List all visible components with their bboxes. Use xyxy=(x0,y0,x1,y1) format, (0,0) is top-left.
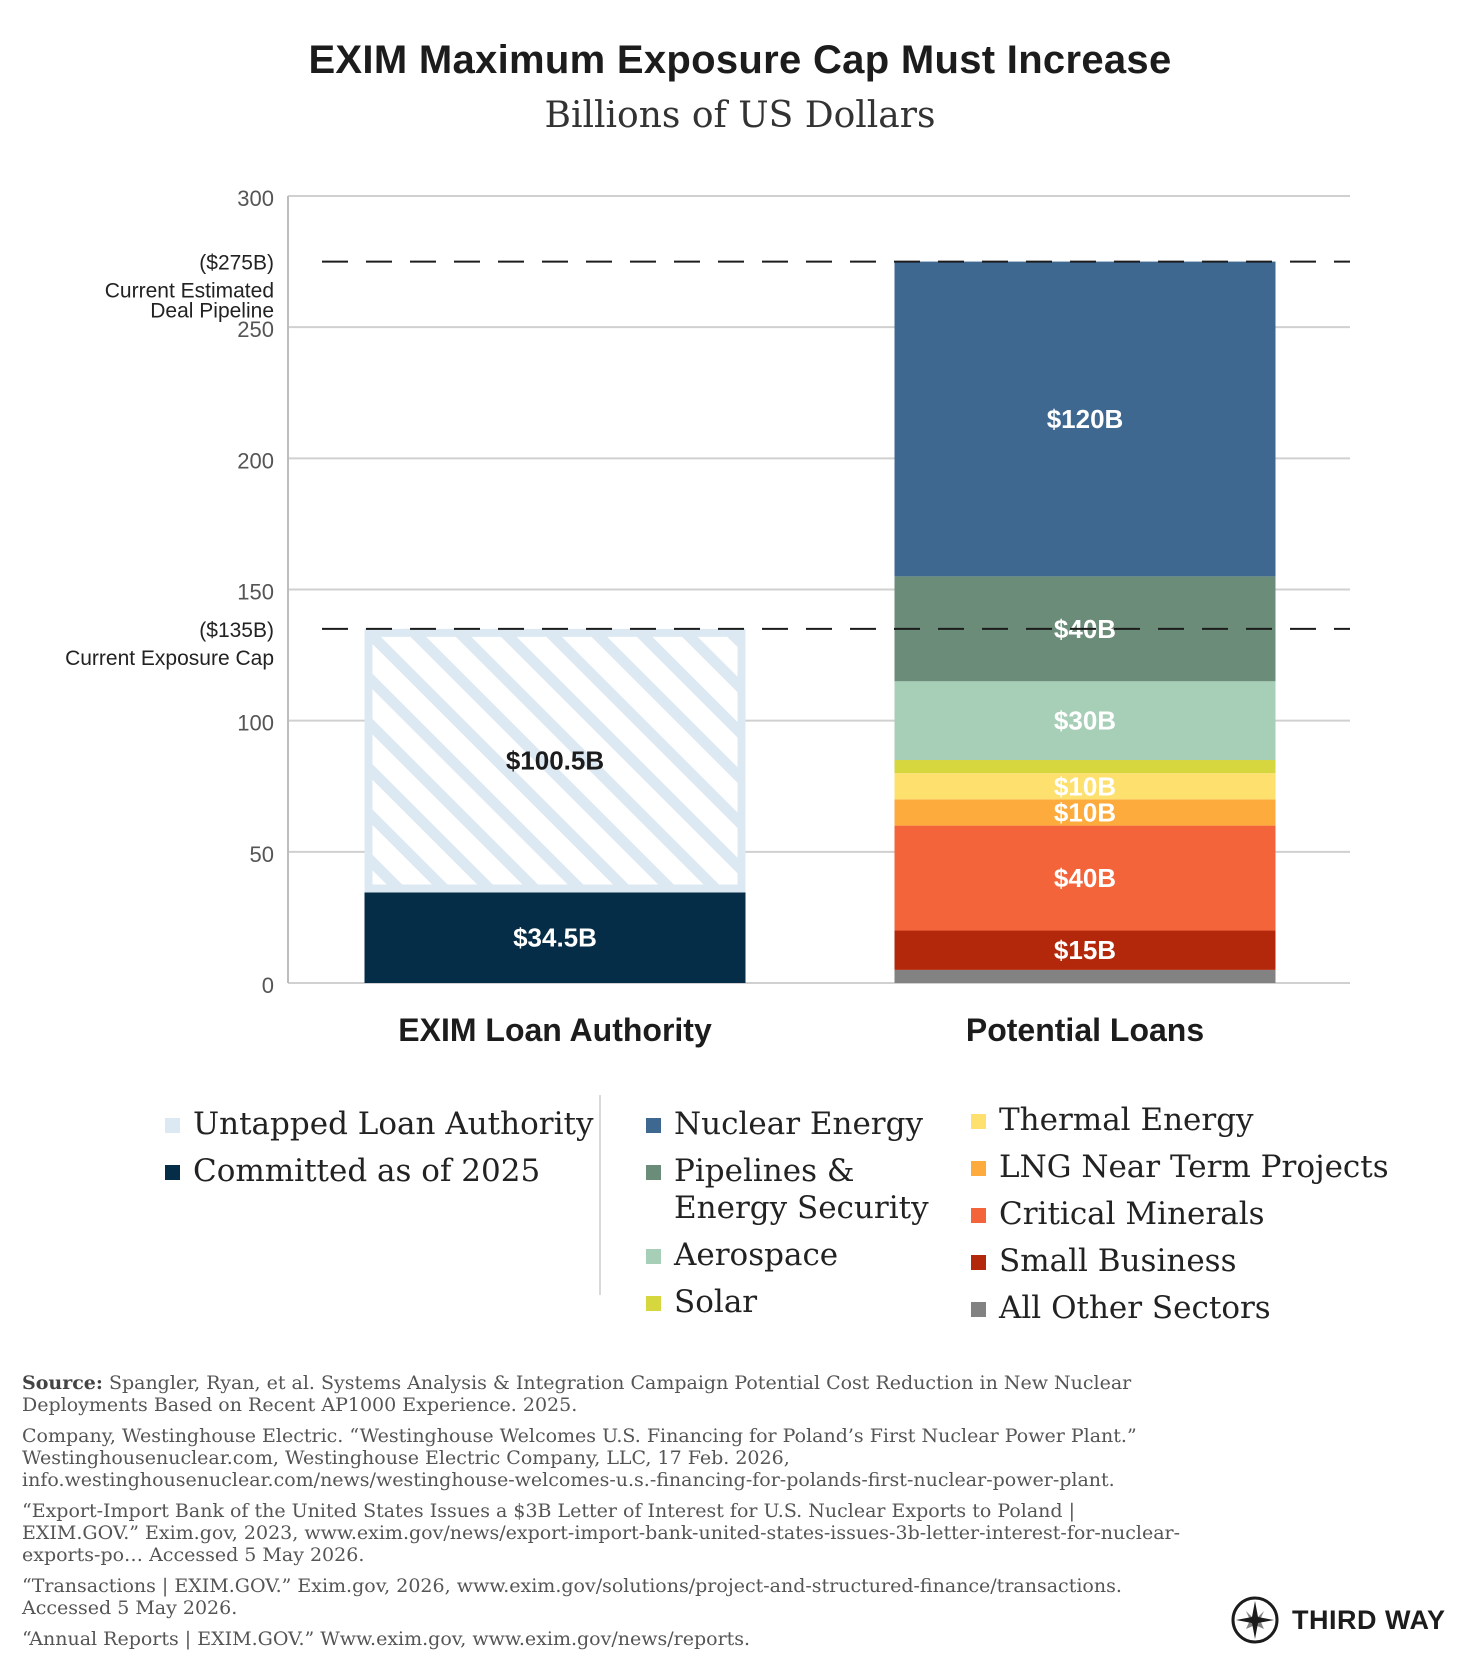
legend-swatch xyxy=(165,1118,180,1133)
legend-label: Solar xyxy=(674,1284,758,1320)
legend-swatch xyxy=(646,1118,661,1133)
y-axis: 0 50 100 150 200 250 300 xyxy=(237,186,289,998)
legend-swatch xyxy=(971,1114,986,1129)
logo-text: THIRD WAY xyxy=(1292,1604,1446,1635)
bar-segment-border xyxy=(364,628,746,893)
reference-caption: Deal Pipeline xyxy=(150,300,274,323)
source-entry-4: “Transactions | EXIM.GOV.” Exim.gov, 202… xyxy=(22,1575,1122,1619)
bar-segment xyxy=(894,261,1276,577)
reference-caption: Current Estimated xyxy=(105,280,274,303)
bar-segment xyxy=(894,681,1276,761)
legend-label: Critical Minerals xyxy=(999,1196,1265,1232)
stacked-bar-chart: 0 50 100 150 200 250 300 $34.5B $100.5B $15B $40B… xyxy=(65,186,1350,1048)
y-tick-label: 200 xyxy=(237,448,274,473)
bar-segment xyxy=(894,930,1276,970)
bar-segment xyxy=(364,892,746,983)
legend-label: Committed as of 2025 xyxy=(193,1153,541,1189)
bar-segment xyxy=(894,825,1276,931)
bar-segment xyxy=(894,773,1276,800)
compass-icon xyxy=(1231,1596,1279,1644)
bar-segment xyxy=(894,760,1276,774)
source-entry-1: Source: Spangler, Ryan, et al. Systems A… xyxy=(22,1372,1182,1416)
third-way-logo: THIRD WAY xyxy=(1230,1595,1446,1645)
x-category-label: Potential Loans xyxy=(966,1012,1204,1048)
data-label: $100.5B xyxy=(506,746,604,776)
bar-segment xyxy=(894,799,1276,826)
x-axis: EXIM Loan Authority Potential Loans xyxy=(398,1012,1204,1048)
reference-value-label: ($275B) xyxy=(199,252,274,275)
legend-label: Nuclear Energy xyxy=(674,1106,923,1142)
chart-title: EXIM Maximum Exposure Cap Must Increase xyxy=(308,38,1172,82)
x-category-label: EXIM Loan Authority xyxy=(398,1012,712,1048)
sources: Source: Spangler, Ryan, et al. Systems A… xyxy=(22,1372,1182,1659)
source-entry-5: “Annual Reports | EXIM.GOV.” Www.exim.go… xyxy=(22,1628,751,1650)
legend-label: Energy Security xyxy=(674,1190,929,1226)
legend-label: Untapped Loan Authority xyxy=(193,1106,594,1142)
data-label: $10B xyxy=(1054,797,1116,827)
legend-swatch xyxy=(971,1208,986,1223)
data-label: $30B xyxy=(1054,706,1116,736)
source-entry-2: Company, Westinghouse Electric. “Westing… xyxy=(22,1425,1137,1491)
y-tick-label: 50 xyxy=(250,842,274,867)
data-label: $120B xyxy=(1047,404,1124,434)
legend-swatch xyxy=(971,1255,986,1270)
legend-swatch xyxy=(971,1161,986,1176)
legend-label: Thermal Energy xyxy=(999,1102,1254,1138)
legend-label: Pipelines & xyxy=(674,1153,855,1189)
legend-label: Small Business xyxy=(999,1243,1237,1279)
source-entry-3: “Export-Import Bank of the United States… xyxy=(22,1500,1181,1566)
legend-swatch xyxy=(646,1249,661,1264)
y-tick-label: 0 xyxy=(262,973,274,998)
legend-label: Aerospace xyxy=(674,1237,839,1273)
reference-caption: Current Exposure Cap xyxy=(65,647,274,670)
legend-swatch xyxy=(646,1165,661,1180)
bars: $34.5B$100.5B$15B$40B$10B$10B$30B$40B$12… xyxy=(364,261,1276,983)
y-tick-label: 250 xyxy=(237,317,274,342)
y-tick-label: 150 xyxy=(237,580,274,605)
legend-label: LNG Near Term Projects xyxy=(999,1149,1389,1185)
data-label: $10B xyxy=(1054,771,1116,801)
data-label: $34.5B xyxy=(513,923,597,953)
bar-segment xyxy=(894,969,1276,983)
source-label: Source: xyxy=(22,1372,103,1394)
bar-segment xyxy=(364,628,746,893)
y-tick-label: 300 xyxy=(237,186,274,211)
data-label: $40B xyxy=(1054,863,1116,893)
data-label: $15B xyxy=(1054,935,1116,965)
legend-swatch xyxy=(646,1296,661,1311)
legend-swatch xyxy=(971,1302,986,1317)
source-text-1: Spangler, Ryan, et al. Systems Analysis … xyxy=(22,1372,1132,1416)
legend-label: All Other Sectors xyxy=(999,1290,1271,1326)
legend-swatch xyxy=(165,1165,180,1180)
legend-divider xyxy=(599,1095,601,1295)
y-tick-label: 100 xyxy=(237,711,274,736)
chart-subtitle: Billions of US Dollars xyxy=(544,95,936,136)
reference-value-label: ($135B) xyxy=(199,619,274,642)
